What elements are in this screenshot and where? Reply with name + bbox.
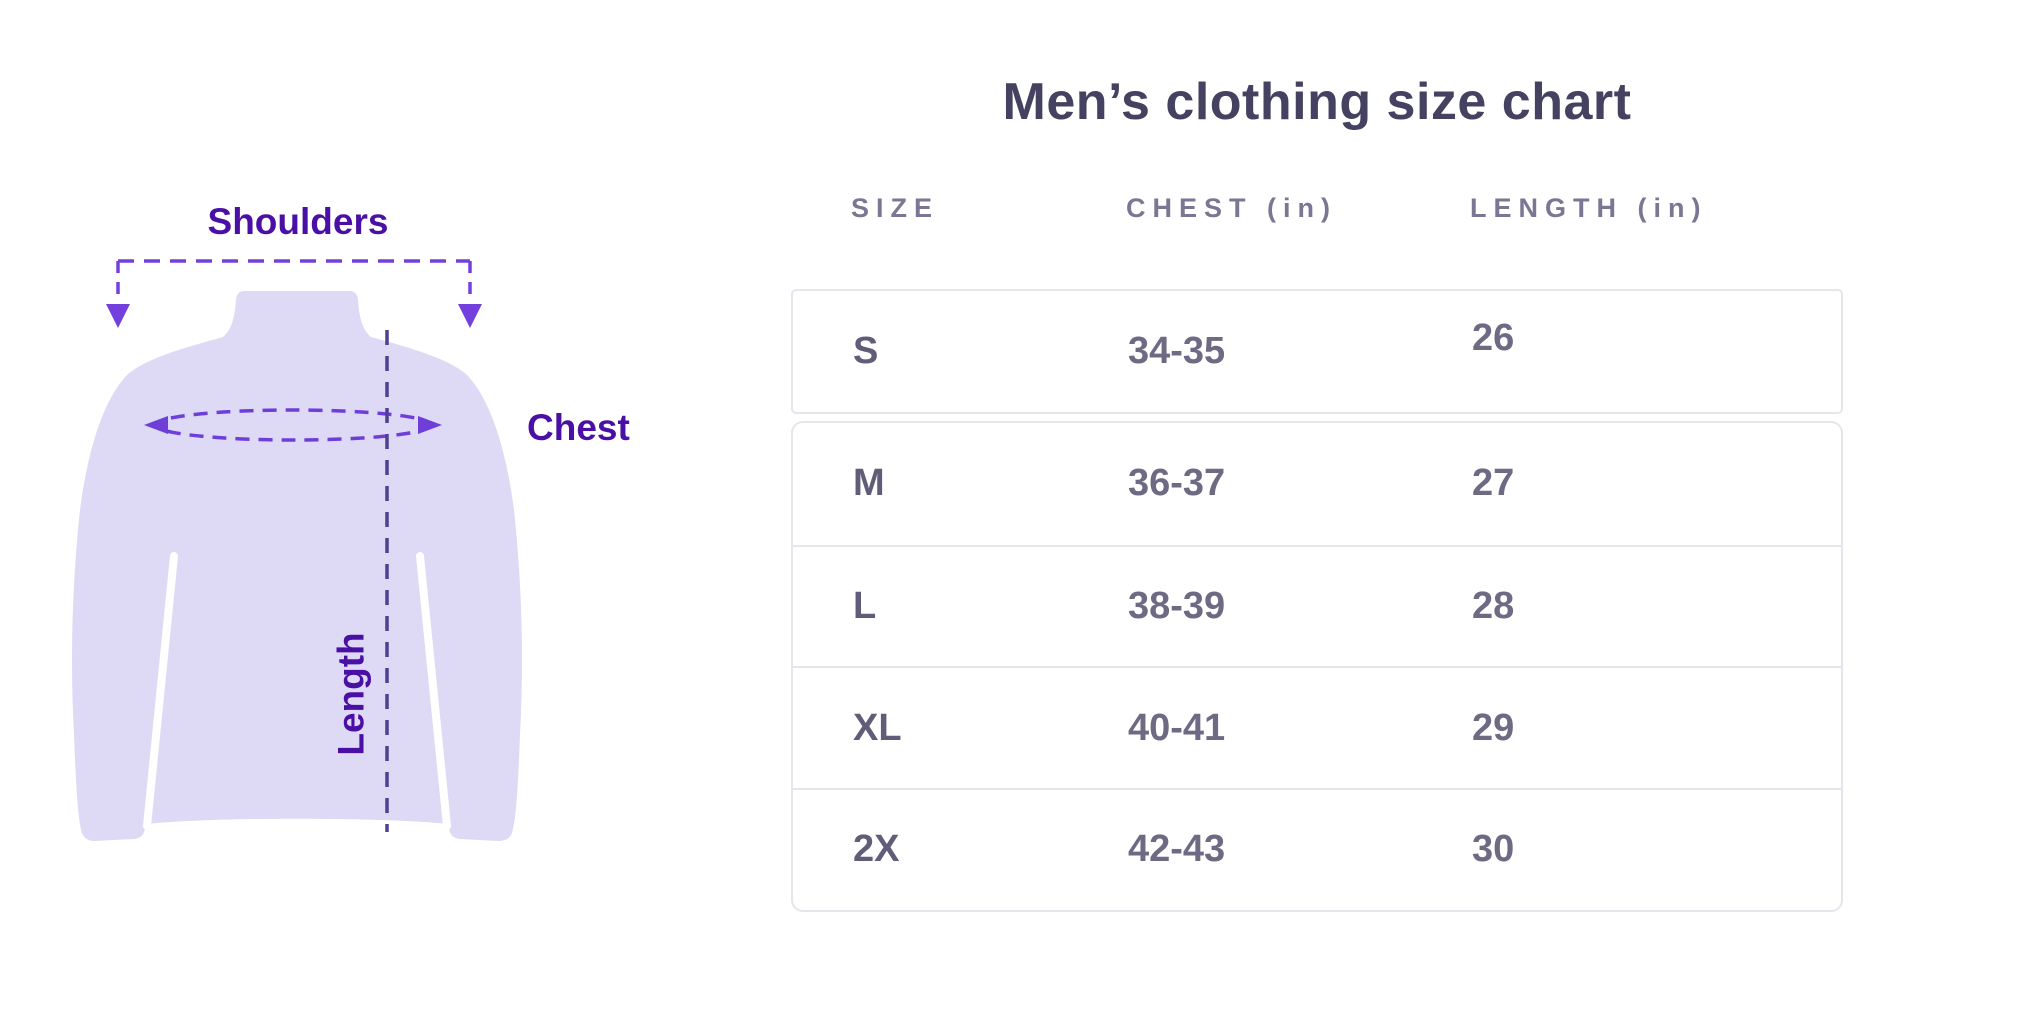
header-size: SIZE — [851, 193, 940, 223]
size-cell: S — [853, 330, 879, 372]
table-row: L 38-39 28 — [793, 544, 1841, 667]
length-cell: 30 — [1472, 828, 1515, 871]
length-cell: 28 — [1472, 585, 1515, 628]
chest-cell: 36-37 — [1128, 462, 1226, 505]
chest-cell: 34-35 — [1128, 330, 1226, 372]
length-label: Length — [330, 632, 372, 756]
table-box-other-rows: M 36-37 27 L 38-39 28 XL 40-41 29 2X 42-… — [791, 421, 1843, 912]
chest-label: Chest — [527, 407, 630, 448]
table-row: XL 40-41 29 — [793, 666, 1841, 788]
arrow-down-left-icon — [106, 304, 130, 328]
table-box-first-row: S 34-35 26 — [791, 289, 1843, 414]
chest-cell: 38-39 — [1128, 585, 1226, 628]
header-chest: CHEST (in) — [1126, 193, 1337, 223]
size-cell: 2X — [853, 828, 900, 871]
chest-cell: 40-41 — [1128, 706, 1226, 749]
table-row: S 34-35 26 — [793, 291, 1841, 412]
size-cell: XL — [853, 706, 902, 749]
arrow-right-icon — [418, 416, 442, 434]
chest-cell: 42-43 — [1128, 828, 1226, 871]
sleeve-crease-left — [143, 552, 178, 830]
shirt-shape — [72, 291, 522, 841]
length-cell: 26 — [1472, 317, 1515, 359]
size-cell: L — [853, 585, 877, 628]
shoulders-bracket — [116, 259, 472, 302]
sleeve-crease-right — [416, 552, 451, 830]
table-row: M 36-37 27 — [793, 423, 1841, 545]
shoulders-label: Shoulders — [207, 201, 389, 242]
page-title: Men’s clothing size chart — [1002, 73, 1632, 131]
header-length: LENGTH (in) — [1470, 193, 1708, 223]
length-cell: 27 — [1472, 462, 1515, 505]
arrow-left-icon — [144, 416, 168, 434]
arrow-down-right-icon — [458, 304, 482, 328]
shirt-illustration — [72, 259, 522, 841]
table-header-row: SIZE CHEST (in) LENGTH (in) — [791, 193, 1843, 224]
table-row: 2X 42-43 30 — [793, 788, 1841, 910]
length-cell: 29 — [1472, 706, 1515, 749]
size-cell: M — [853, 462, 885, 505]
